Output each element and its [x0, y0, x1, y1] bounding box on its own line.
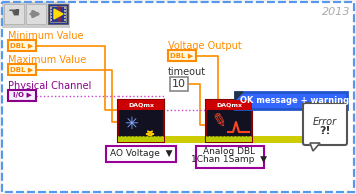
Text: ✎: ✎ [209, 111, 229, 133]
Text: 1Chan 1Samp  ▼: 1Chan 1Samp ▼ [191, 156, 267, 165]
Text: DBL ▶: DBL ▶ [10, 42, 33, 48]
Text: Minimum Value: Minimum Value [8, 31, 84, 41]
FancyBboxPatch shape [170, 77, 188, 91]
Polygon shape [310, 143, 320, 151]
FancyBboxPatch shape [206, 100, 252, 110]
FancyBboxPatch shape [64, 16, 66, 17]
FancyBboxPatch shape [50, 13, 52, 15]
Text: AO Voltage  ▼: AO Voltage ▼ [110, 150, 172, 158]
FancyBboxPatch shape [118, 100, 164, 110]
FancyBboxPatch shape [206, 136, 252, 142]
Text: DAQmx: DAQmx [128, 102, 154, 107]
Text: I/O ▶: I/O ▶ [12, 93, 31, 99]
Text: 10: 10 [172, 79, 186, 89]
FancyBboxPatch shape [50, 10, 52, 11]
Text: 2013: 2013 [321, 7, 350, 17]
FancyBboxPatch shape [50, 16, 52, 17]
Polygon shape [235, 92, 243, 100]
FancyBboxPatch shape [235, 92, 347, 109]
Text: Error: Error [313, 117, 337, 127]
Text: OK message + warnings  ▼: OK message + warnings ▼ [240, 96, 356, 105]
FancyBboxPatch shape [2, 2, 354, 192]
FancyBboxPatch shape [106, 146, 176, 162]
FancyBboxPatch shape [50, 6, 66, 22]
Text: DBL ▶: DBL ▶ [171, 53, 194, 59]
FancyBboxPatch shape [64, 13, 66, 15]
Text: Maximum Value: Maximum Value [8, 55, 86, 65]
FancyBboxPatch shape [48, 4, 68, 24]
FancyBboxPatch shape [168, 50, 196, 61]
FancyBboxPatch shape [8, 64, 36, 75]
FancyBboxPatch shape [2, 2, 70, 28]
Text: Physical Channel: Physical Channel [8, 81, 91, 91]
Text: Voltage Output: Voltage Output [168, 41, 242, 51]
FancyBboxPatch shape [196, 146, 264, 168]
Text: ?!: ?! [319, 126, 331, 136]
FancyBboxPatch shape [64, 7, 66, 9]
FancyBboxPatch shape [4, 4, 24, 24]
FancyBboxPatch shape [118, 100, 164, 142]
FancyBboxPatch shape [303, 103, 347, 145]
FancyBboxPatch shape [8, 90, 36, 101]
FancyBboxPatch shape [57, 6, 61, 22]
FancyBboxPatch shape [64, 19, 66, 21]
FancyBboxPatch shape [64, 10, 66, 11]
Text: DAQmx: DAQmx [216, 102, 242, 107]
Text: Analog DBL: Analog DBL [203, 146, 255, 156]
FancyBboxPatch shape [118, 136, 164, 142]
FancyBboxPatch shape [206, 100, 252, 142]
Text: timeout: timeout [168, 67, 206, 77]
Text: ✳: ✳ [124, 115, 138, 133]
FancyBboxPatch shape [8, 40, 36, 51]
FancyBboxPatch shape [26, 4, 46, 24]
FancyBboxPatch shape [50, 7, 52, 9]
Text: ☚: ☚ [8, 7, 20, 21]
Polygon shape [54, 9, 63, 19]
FancyBboxPatch shape [50, 19, 52, 21]
Text: DBL ▶: DBL ▶ [10, 67, 33, 73]
